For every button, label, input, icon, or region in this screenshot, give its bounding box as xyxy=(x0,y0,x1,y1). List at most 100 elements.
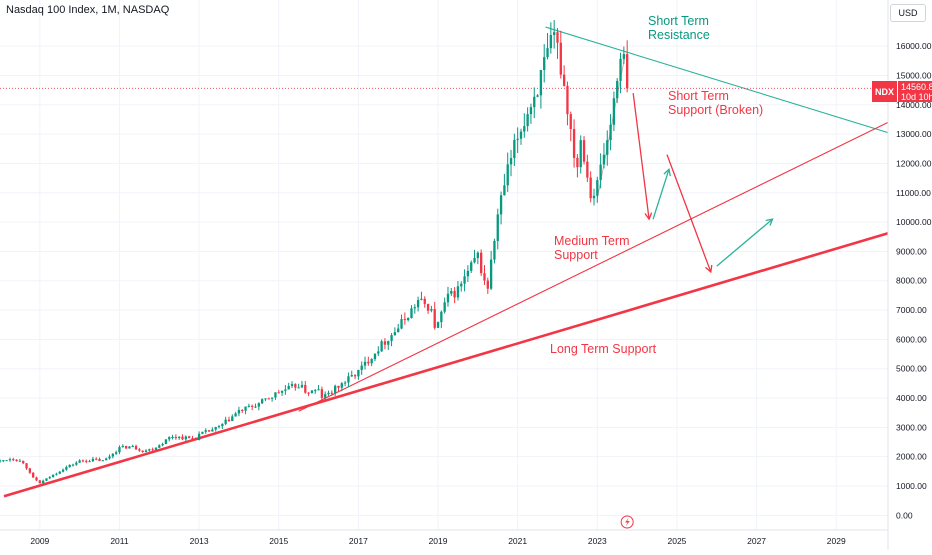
candle-body xyxy=(496,214,499,241)
candle-body xyxy=(51,474,55,478)
x-tick-label: 2025 xyxy=(667,536,686,546)
candle-body xyxy=(247,405,251,407)
candle-body xyxy=(211,429,214,432)
candle-body xyxy=(284,389,287,391)
currency-selector[interactable]: USD xyxy=(890,4,926,22)
candle-body xyxy=(606,140,609,155)
candle-body xyxy=(2,460,5,462)
candle-body xyxy=(277,392,280,394)
candle-body xyxy=(131,445,134,447)
candle-body xyxy=(41,480,45,484)
candle-body xyxy=(423,298,426,304)
candle-body xyxy=(32,472,35,478)
candle-body xyxy=(407,318,410,321)
x-tick-label: 2015 xyxy=(269,536,288,546)
last-price-tag: NDX 14560.88 10d 10h xyxy=(872,81,932,102)
short-term-resistance-label: Short Term Resistance xyxy=(648,14,710,42)
candle-body xyxy=(377,351,380,354)
candle-body xyxy=(360,365,363,370)
candle-body xyxy=(626,54,629,89)
candle-body xyxy=(91,458,95,462)
x-tick-label: 2021 xyxy=(508,536,527,546)
projection-arrow xyxy=(652,169,670,220)
candle-body xyxy=(297,387,300,389)
candle-body xyxy=(403,319,407,321)
candle-body xyxy=(476,252,480,259)
candle-body xyxy=(324,394,327,398)
candle-body xyxy=(330,392,333,394)
candle-body xyxy=(108,456,111,459)
candle-body xyxy=(400,319,403,329)
candle-body xyxy=(416,300,420,308)
candle-body xyxy=(0,460,2,462)
candle-body xyxy=(353,375,357,377)
candle-body xyxy=(357,369,360,377)
y-tick-label: 2000.00 xyxy=(896,452,927,462)
candle-body xyxy=(589,177,592,199)
y-tick-label: 5000.00 xyxy=(896,364,927,374)
candle-body xyxy=(65,467,68,470)
candle-body xyxy=(562,74,566,86)
candle-body xyxy=(227,419,231,422)
y-tick-label: 15000.00 xyxy=(896,70,932,80)
candle-body xyxy=(164,439,168,444)
candle-body xyxy=(387,341,390,345)
candle-body xyxy=(88,461,91,463)
candle-body xyxy=(151,449,154,451)
candle-body xyxy=(509,158,513,165)
candle-body xyxy=(68,464,71,468)
candle-body xyxy=(516,138,519,140)
short-term-support-label: Short Term Support (Broken) xyxy=(668,89,763,117)
projection-arrowhead xyxy=(663,168,671,177)
candle-body xyxy=(539,70,543,96)
candle-body xyxy=(519,131,523,139)
candle-body xyxy=(264,398,267,400)
candle-body xyxy=(413,307,416,309)
y-tick-label: 9000.00 xyxy=(896,246,927,256)
candle-body xyxy=(499,195,503,215)
candle-body xyxy=(373,353,377,360)
candle-body xyxy=(367,361,370,364)
short-term-resistance-line1: Short Term xyxy=(648,14,709,28)
candle-body xyxy=(35,477,38,481)
candle-body xyxy=(569,114,572,130)
candle-body xyxy=(460,283,463,287)
candle-body xyxy=(28,468,32,473)
y-tick-label: 4000.00 xyxy=(896,393,927,403)
candle-body xyxy=(612,98,616,125)
candle-body xyxy=(25,463,28,469)
candle-body xyxy=(572,129,576,158)
grid-lines xyxy=(0,0,888,530)
candle-body xyxy=(191,438,194,440)
candle-body xyxy=(95,458,98,460)
x-tick-label: 2029 xyxy=(827,536,846,546)
projection-arrow xyxy=(666,154,712,273)
candle-body xyxy=(128,446,131,449)
short-term-resistance-line2: Resistance xyxy=(648,28,710,42)
candle-body xyxy=(619,58,622,81)
long-term-support-label: Long Term Support xyxy=(550,342,657,356)
candle-body xyxy=(397,328,400,333)
candle-body xyxy=(343,382,347,384)
projection-arrow xyxy=(632,92,650,220)
short-term-support-line2: Support (Broken) xyxy=(668,103,764,117)
y-tick-label: 16000.00 xyxy=(896,41,932,51)
x-tick-label: 2023 xyxy=(588,536,607,546)
candle-body xyxy=(337,385,340,388)
candle-body xyxy=(443,302,446,312)
lightning-icon xyxy=(625,517,630,527)
chart-title: Nasdaq 100 Index, 1M, NASDAQ xyxy=(6,4,170,16)
candle-body xyxy=(251,405,254,407)
candle-body xyxy=(566,85,569,115)
candle-body xyxy=(22,460,25,464)
candle-body xyxy=(350,375,353,377)
price-tag-countdown: 10d 10h xyxy=(901,91,932,102)
y-tick-label: 13000.00 xyxy=(896,129,932,139)
candle-body xyxy=(217,426,221,428)
candle-body xyxy=(134,445,138,450)
candle-body xyxy=(420,298,423,301)
candle-body xyxy=(493,240,496,260)
candle-body xyxy=(237,410,241,414)
